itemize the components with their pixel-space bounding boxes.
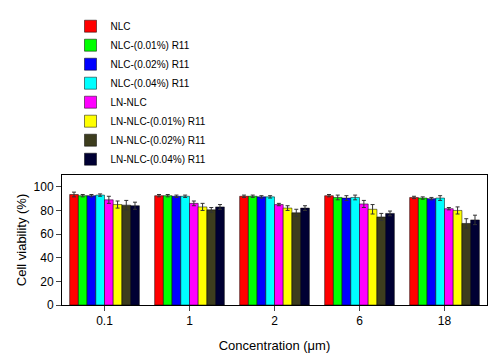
svg-text:18: 18 (438, 314, 452, 328)
svg-text:NLC-(0.02%) R11: NLC-(0.02%) R11 (111, 59, 190, 70)
svg-text:LN-NLC-(0.02%) R11: LN-NLC-(0.02%) R11 (111, 135, 206, 146)
svg-text:60: 60 (40, 227, 54, 241)
svg-text:40: 40 (40, 251, 54, 265)
svg-text:NLC: NLC (111, 21, 131, 32)
svg-text:20: 20 (40, 275, 54, 289)
svg-text:80: 80 (40, 204, 54, 218)
svg-text:NLC-(0.01%) R11: NLC-(0.01%) R11 (111, 40, 190, 51)
svg-text:NLC-(0.04%) R11: NLC-(0.04%) R11 (111, 78, 190, 89)
svg-text:2: 2 (271, 314, 278, 328)
svg-text:1: 1 (186, 314, 193, 328)
svg-text:Concentration (μm): Concentration (μm) (219, 338, 331, 353)
svg-text:0: 0 (47, 298, 54, 312)
svg-text:0.1: 0.1 (96, 314, 113, 328)
svg-text:100: 100 (34, 180, 54, 194)
svg-text:6: 6 (356, 314, 363, 328)
svg-text:LN-NLC-(0.04%) R11: LN-NLC-(0.04%) R11 (111, 154, 206, 165)
svg-text:Cell viability (%): Cell viability (%) (14, 194, 29, 286)
svg-text:LN-NLC-(0.01%) R11: LN-NLC-(0.01%) R11 (111, 116, 206, 127)
svg-text:LN-NLC: LN-NLC (111, 97, 147, 108)
